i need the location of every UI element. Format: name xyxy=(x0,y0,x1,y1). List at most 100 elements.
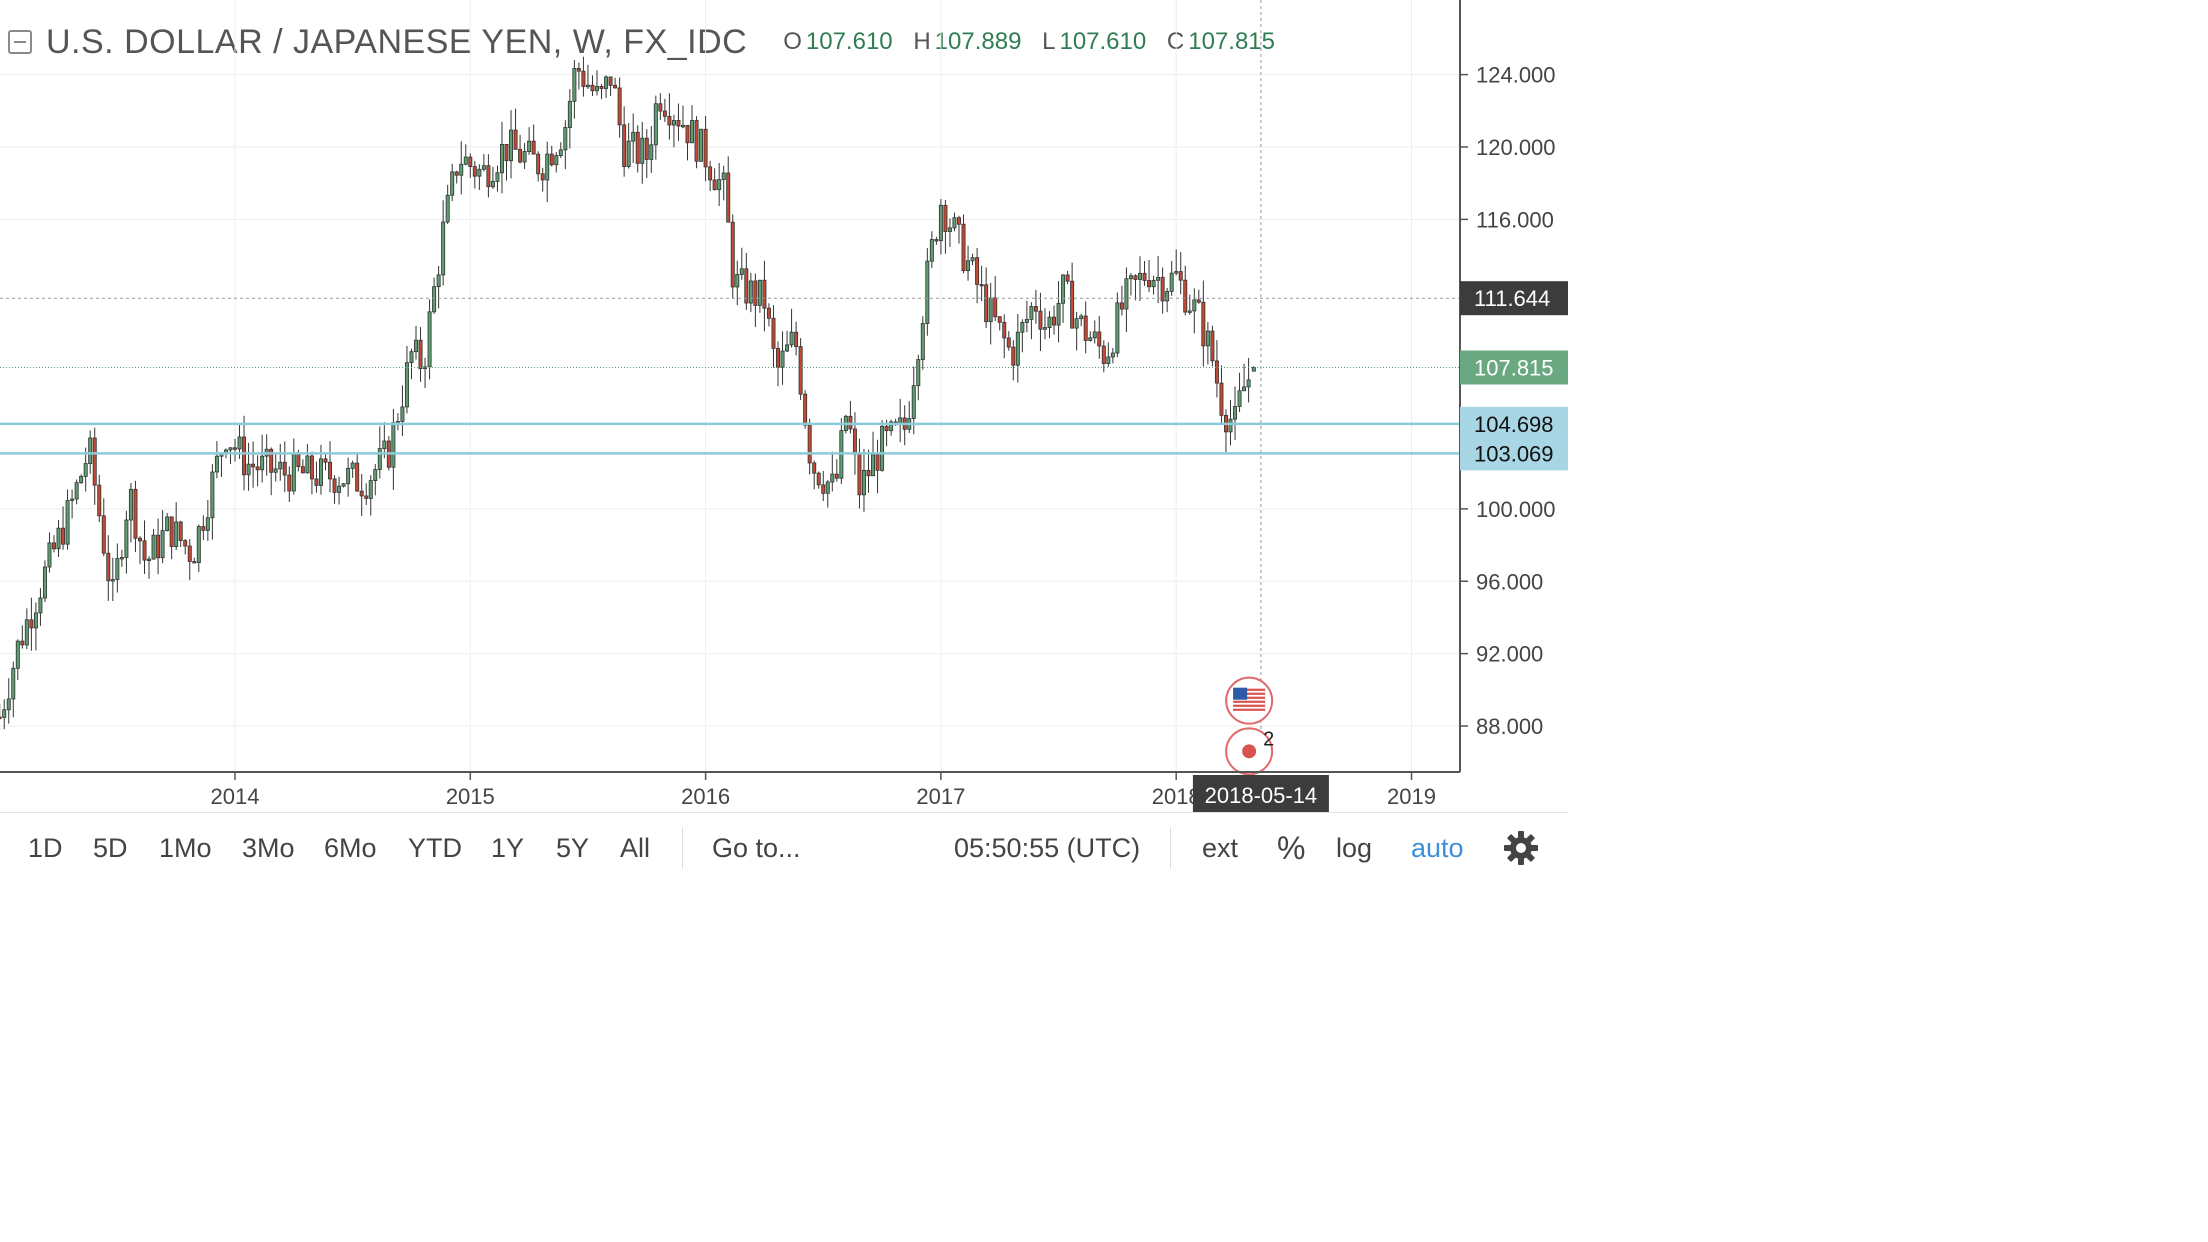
gear-icon[interactable] xyxy=(1503,830,1539,866)
price-chart[interactable]: 2 124.000 120.000 116.000 100.000 96.000 92.0… xyxy=(0,0,1568,812)
candle-body xyxy=(979,284,984,287)
candle-body xyxy=(816,472,821,486)
candle-body xyxy=(943,204,948,232)
collapse-minus-icon[interactable] xyxy=(8,30,32,54)
candle-body xyxy=(1214,360,1219,384)
candle-body xyxy=(984,284,989,323)
candle-body xyxy=(481,165,486,170)
y-tick-label: 100.000 xyxy=(1476,497,1556,522)
candle-body xyxy=(721,172,726,181)
candle-body xyxy=(807,424,812,464)
overlay-layer: 2 xyxy=(0,0,1460,776)
candle-body xyxy=(61,527,66,545)
crosshair-date-box xyxy=(1192,775,1329,812)
candle-body xyxy=(237,436,242,450)
japan-flag-icon[interactable]: 2 xyxy=(1225,727,1274,776)
range-1y-button[interactable]: 1Y xyxy=(491,833,525,863)
candle-body xyxy=(830,473,835,483)
bottom-toolbar: 1D 5D 1Mo 3Mo 6Mo YTD 1Y 5Y All Go to...… xyxy=(0,812,1568,883)
candle-body xyxy=(662,110,667,117)
candle-body xyxy=(160,530,165,559)
candle-body xyxy=(635,131,640,164)
range-3mo-button[interactable]: 3Mo xyxy=(242,833,295,863)
candle-body xyxy=(522,151,527,163)
candle-body xyxy=(228,447,233,451)
candle-body xyxy=(1174,271,1179,274)
candle-body xyxy=(513,129,518,150)
candle-body xyxy=(726,172,731,223)
candle-body xyxy=(42,566,47,599)
candle-body xyxy=(613,84,618,89)
log-toggle[interactable]: log xyxy=(1336,833,1373,863)
price-label: 103.069 xyxy=(1474,441,1554,466)
ext-toggle[interactable]: ext xyxy=(1202,833,1239,863)
candle-body xyxy=(300,466,305,474)
candle-body xyxy=(604,76,609,89)
range-all-button[interactable]: All xyxy=(620,833,651,863)
candle-body xyxy=(825,481,830,494)
range-6mo-button[interactable]: 6Mo xyxy=(324,833,377,863)
candle-body xyxy=(776,347,780,368)
candle-body xyxy=(332,478,337,493)
candle-body xyxy=(671,120,676,126)
goto-button[interactable]: Go to... xyxy=(712,833,801,863)
candle-body xyxy=(1147,280,1152,288)
candle-body xyxy=(794,331,799,347)
range-5d-button[interactable]: 5D xyxy=(93,833,128,863)
candle-body xyxy=(1237,390,1242,407)
candle-body xyxy=(246,463,251,476)
candle-body xyxy=(993,297,998,318)
candle-body xyxy=(970,257,975,262)
candle-body xyxy=(459,163,464,176)
candle-body xyxy=(1029,306,1034,320)
candle-body xyxy=(558,149,563,157)
y-tick-label: 116.000 xyxy=(1476,207,1554,232)
candle-body xyxy=(101,515,106,554)
candle-body xyxy=(427,311,432,368)
candle-body xyxy=(486,165,491,188)
candle-body xyxy=(1088,337,1093,341)
us-flag-icon[interactable] xyxy=(1225,676,1274,725)
candle-body xyxy=(911,385,916,419)
candle-body xyxy=(391,422,396,468)
clock-timezone[interactable]: 05:50:55 (UTC) xyxy=(954,833,1141,863)
candle-body xyxy=(373,469,378,482)
candle-body xyxy=(183,540,188,547)
candle-body xyxy=(771,317,776,349)
candle-body xyxy=(1101,345,1106,364)
candle-body xyxy=(2,709,7,718)
high-value: 107.889 xyxy=(934,28,1022,55)
candle-body xyxy=(450,171,455,196)
toolbar-divider xyxy=(682,827,683,869)
candle-body xyxy=(142,540,147,561)
candle-body xyxy=(975,257,980,285)
candle-body xyxy=(1061,274,1066,304)
auto-toggle[interactable]: auto xyxy=(1411,833,1464,863)
candle-body xyxy=(757,279,762,306)
candle-body xyxy=(1246,379,1251,388)
candle-body xyxy=(432,286,437,313)
candle-body xyxy=(350,462,355,469)
candle-body xyxy=(255,466,260,471)
candle-body xyxy=(730,221,735,288)
candle-body xyxy=(653,103,658,146)
candle-body xyxy=(6,698,11,711)
candle-body xyxy=(766,307,771,319)
range-ytd-button[interactable]: YTD xyxy=(408,833,462,863)
candle-body xyxy=(454,171,459,176)
low-value: 107.610 xyxy=(1059,28,1147,55)
y-tick-label: 124.000 xyxy=(1476,63,1556,88)
candle-body xyxy=(988,297,993,323)
range-5y-button[interactable]: 5Y xyxy=(556,833,590,863)
candle-body xyxy=(1169,272,1174,292)
range-1d-button[interactable]: 1D xyxy=(28,833,63,863)
candle-body xyxy=(418,339,423,369)
candle-body xyxy=(88,437,93,464)
percent-toggle[interactable]: % xyxy=(1277,830,1306,866)
candle-body xyxy=(436,274,441,288)
range-1mo-button[interactable]: 1Mo xyxy=(159,833,212,863)
candle-body xyxy=(649,144,654,160)
x-tick-label: 2019 xyxy=(1387,784,1436,809)
candle-body xyxy=(282,461,287,476)
grid-layer xyxy=(0,0,1460,772)
